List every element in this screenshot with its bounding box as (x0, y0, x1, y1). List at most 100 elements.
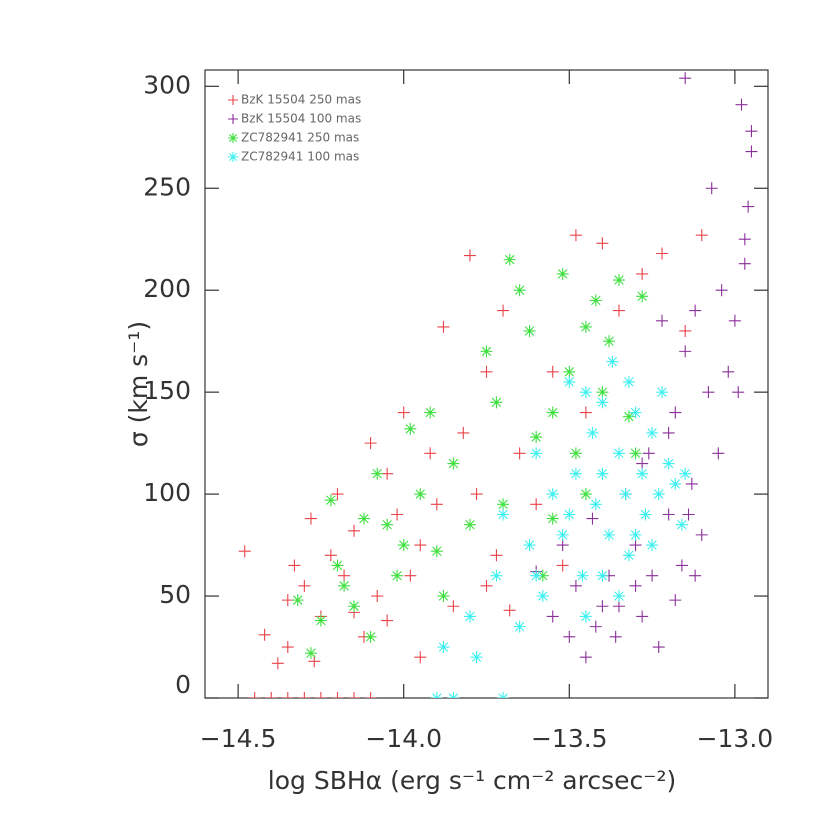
point (586, 426, 599, 439)
point (569, 579, 582, 592)
point (712, 447, 725, 460)
point (271, 657, 284, 670)
point (513, 447, 526, 460)
point (639, 508, 652, 521)
point (669, 477, 682, 490)
point (705, 182, 718, 195)
point (596, 396, 609, 409)
y-tick-label: 100 (143, 478, 191, 507)
point (364, 630, 377, 643)
point (596, 386, 609, 399)
point (463, 610, 476, 623)
legend-label: ZC782941 100 mas (241, 150, 359, 164)
point (430, 545, 443, 558)
point (314, 614, 327, 627)
point (596, 467, 609, 480)
point (497, 692, 510, 698)
point (629, 447, 642, 460)
legend-label: ZC782941 250 mas (241, 131, 359, 145)
point (679, 345, 692, 358)
point (288, 559, 301, 572)
point (642, 447, 655, 460)
point (523, 539, 536, 552)
point (536, 590, 549, 603)
point (669, 594, 682, 607)
point (291, 594, 304, 607)
point (722, 365, 735, 378)
point (563, 365, 576, 378)
point (503, 604, 516, 617)
point (281, 692, 294, 698)
point (596, 237, 609, 250)
point (470, 651, 483, 664)
point (636, 267, 649, 280)
point (579, 651, 592, 664)
point (546, 512, 559, 525)
x-tick-label: −14.5 (200, 724, 277, 753)
point (652, 488, 665, 501)
point (457, 426, 470, 439)
point (238, 545, 251, 558)
point (298, 579, 311, 592)
point (497, 304, 510, 317)
y-tick-label: 250 (143, 172, 191, 201)
point (589, 620, 602, 633)
points (238, 72, 758, 698)
point (576, 569, 589, 582)
point (414, 651, 427, 664)
point (331, 692, 344, 698)
point (612, 590, 625, 603)
point (636, 457, 649, 470)
point (679, 467, 692, 480)
point (447, 600, 460, 613)
point (324, 549, 337, 562)
point (437, 590, 450, 603)
point (603, 335, 616, 348)
point (480, 345, 493, 358)
point (371, 590, 384, 603)
point (490, 396, 503, 409)
point (308, 655, 321, 668)
y-tick-label: 200 (143, 274, 191, 303)
point (391, 508, 404, 521)
point (646, 426, 659, 439)
y-tick-label: 300 (143, 70, 191, 99)
point (546, 610, 559, 623)
point (675, 518, 688, 531)
legend-marker (228, 95, 238, 105)
point (622, 375, 635, 388)
point (447, 692, 460, 698)
plot-frame (204, 69, 769, 699)
point (646, 569, 659, 582)
point (424, 447, 437, 460)
point (490, 549, 503, 562)
point (732, 386, 745, 399)
x-tick-label: −14.0 (365, 724, 442, 753)
point (579, 406, 592, 419)
point (546, 365, 559, 378)
point (596, 600, 609, 613)
point (579, 320, 592, 333)
point (589, 498, 602, 511)
point (437, 641, 450, 654)
point (348, 600, 361, 613)
point (248, 692, 261, 698)
point (338, 579, 351, 592)
point (596, 569, 609, 582)
point (404, 422, 417, 435)
point (546, 406, 559, 419)
point (304, 647, 317, 660)
point (381, 518, 394, 531)
point (569, 447, 582, 460)
point (447, 457, 460, 470)
point (656, 314, 669, 327)
point (258, 628, 271, 641)
point (497, 508, 510, 521)
point (414, 488, 427, 501)
point (612, 447, 625, 460)
point (652, 641, 665, 654)
legend-marker (228, 133, 238, 143)
point (715, 284, 728, 297)
point (490, 569, 503, 582)
